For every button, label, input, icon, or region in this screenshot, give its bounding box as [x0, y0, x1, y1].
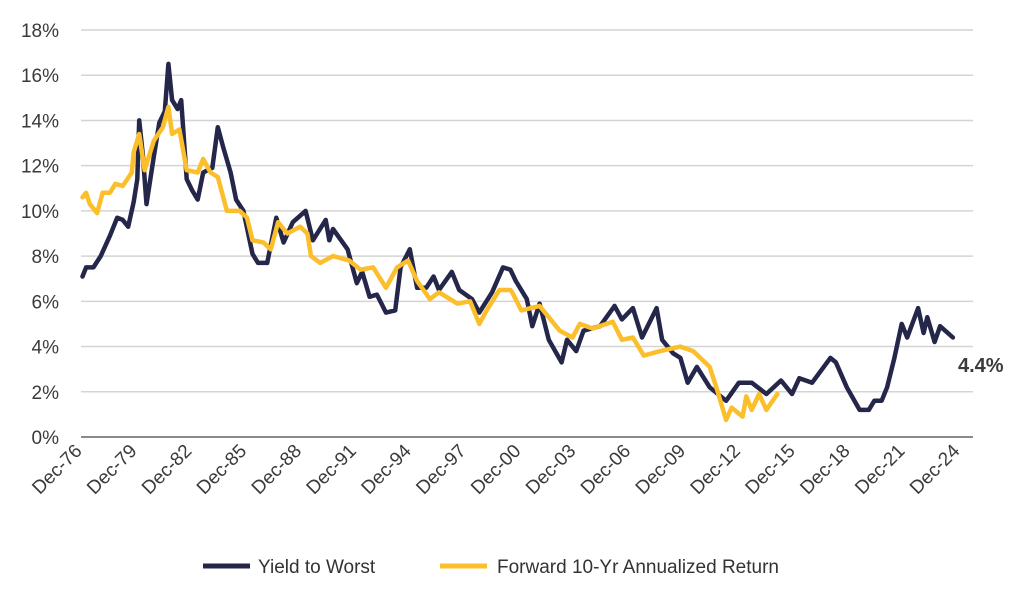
- x-tick-label: Dec-91: [303, 441, 361, 499]
- x-tick-label: Dec-09: [632, 441, 690, 499]
- legend: Yield to Worst Forward 10-Yr Annualized …: [203, 557, 779, 578]
- x-tick-label: Dec-03: [522, 441, 580, 499]
- x-tick-label: Dec-85: [193, 441, 251, 499]
- y-tick-label: 6%: [32, 292, 60, 313]
- y-tick-label: 4%: [32, 338, 60, 359]
- x-tick-label: Dec-24: [906, 440, 964, 498]
- legend-label-forward-return: Forward 10-Yr Annualized Return: [497, 557, 779, 578]
- y-tick-label: 18%: [21, 21, 59, 42]
- gridlines: [81, 29, 973, 438]
- x-tick-label: Dec-21: [851, 441, 909, 499]
- x-tick-label: Dec-79: [83, 441, 141, 499]
- x-tick-label: Dec-88: [248, 441, 306, 499]
- x-tick-label: Dec-15: [742, 441, 800, 499]
- y-tick-label: 10%: [21, 202, 59, 223]
- x-tick-label: Dec-12: [687, 441, 745, 499]
- y-tick-label: 12%: [21, 157, 59, 178]
- x-tick-label: Dec-97: [412, 441, 470, 499]
- y-tick-label: 2%: [32, 383, 60, 404]
- y-tick-label: 8%: [32, 247, 60, 268]
- x-axis-ticks: Dec-76Dec-79Dec-82Dec-85Dec-88Dec-91Dec-…: [28, 440, 964, 498]
- series-line-forward-return: [80, 104, 780, 423]
- series-line-yield-to-worst: [80, 61, 956, 413]
- x-tick-label: Dec-82: [138, 441, 196, 499]
- y-tick-label: 14%: [21, 111, 59, 132]
- y-tick-label: 16%: [21, 66, 59, 87]
- legend-label-yield-to-worst: Yield to Worst: [258, 557, 376, 578]
- last-value-annotation: 4.4%: [958, 355, 1004, 377]
- x-tick-label: Dec-06: [577, 441, 635, 499]
- series-lines: [80, 61, 956, 423]
- x-tick-label: Dec-00: [467, 441, 525, 499]
- x-tick-label: Dec-76: [28, 441, 86, 499]
- x-tick-label: Dec-94: [358, 440, 416, 498]
- x-tick-label: Dec-18: [796, 441, 854, 499]
- y-axis-ticks: 0% 2% 4% 6% 8% 10% 12% 14% 16% 18%: [21, 21, 59, 449]
- y-tick-label: 0%: [32, 428, 60, 449]
